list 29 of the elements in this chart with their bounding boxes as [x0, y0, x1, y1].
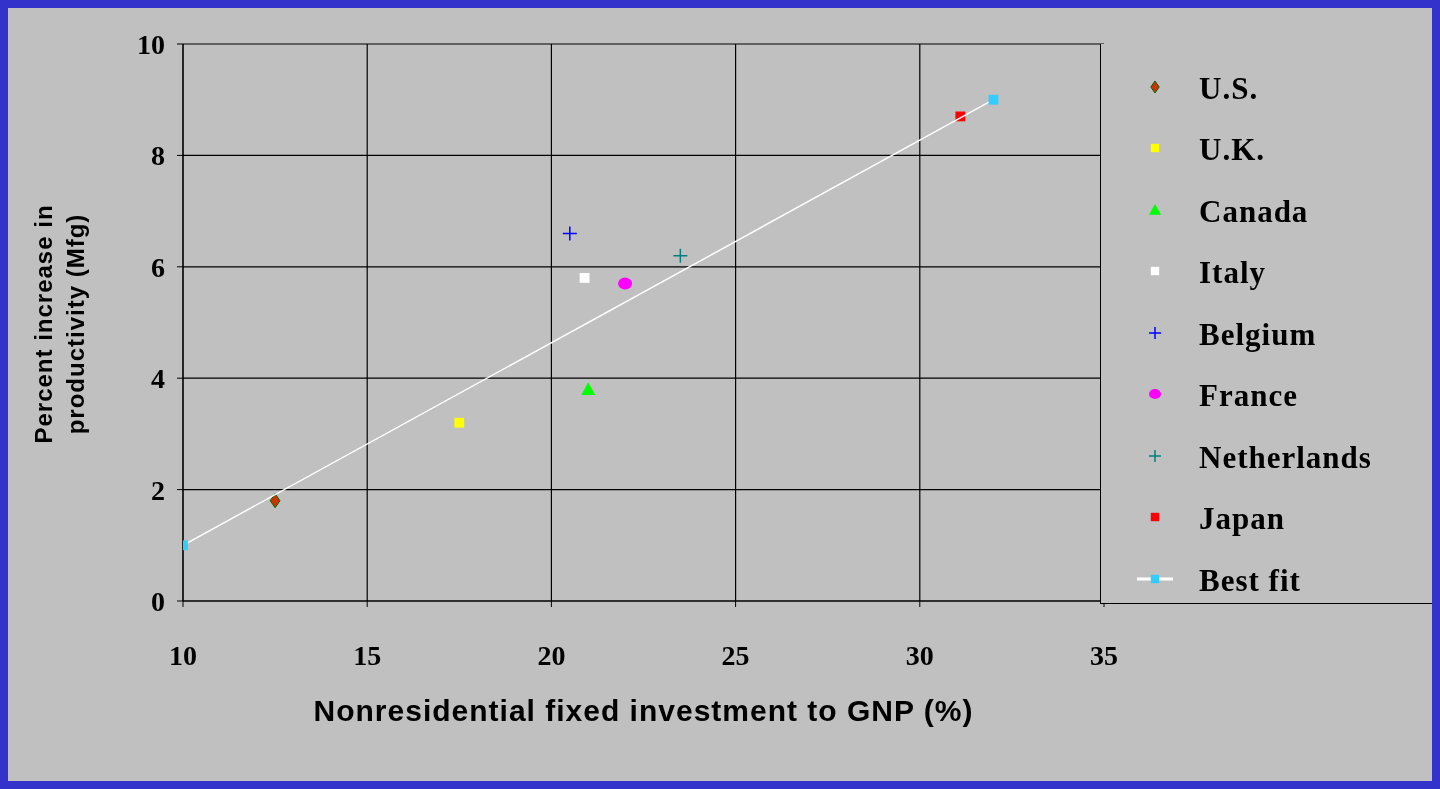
legend-label: U.K. [1199, 132, 1265, 169]
y-tick-label: 4 [151, 363, 165, 395]
point [454, 417, 465, 428]
point [672, 247, 689, 264]
y-axis-title: Percent increase in productivity (Mfg) [29, 203, 90, 446]
legend-label: Best fit [1199, 562, 1301, 599]
point [581, 382, 596, 395]
legend-label: Netherlands [1199, 439, 1372, 476]
x-tick-label: 30 [905, 639, 934, 671]
point [562, 225, 578, 242]
point [269, 493, 281, 509]
x-tick-label: 20 [537, 639, 566, 671]
x-tick-label: 15 [353, 639, 382, 671]
point [618, 277, 633, 290]
legend-label: France [1199, 378, 1298, 415]
legend-label: Japan [1199, 501, 1285, 538]
y-tick-label: 6 [151, 251, 165, 283]
legend-label: Canada [1199, 193, 1309, 230]
x-axis-title: Nonresidential fixed investment to GNP (%) [313, 694, 974, 727]
x-tick-label: 25 [721, 639, 750, 671]
legend-label: Italy [1199, 255, 1266, 292]
x-tick-label: 35 [1090, 639, 1118, 671]
legend-label: U.S. [1199, 70, 1259, 107]
point [579, 273, 590, 283]
y-tick-label: 0 [151, 585, 165, 617]
y-tick-label: 2 [151, 474, 165, 506]
y-tick-label: 10 [137, 28, 165, 60]
legend-label: Belgium [1199, 316, 1317, 353]
y-tick-label: 8 [151, 140, 165, 172]
